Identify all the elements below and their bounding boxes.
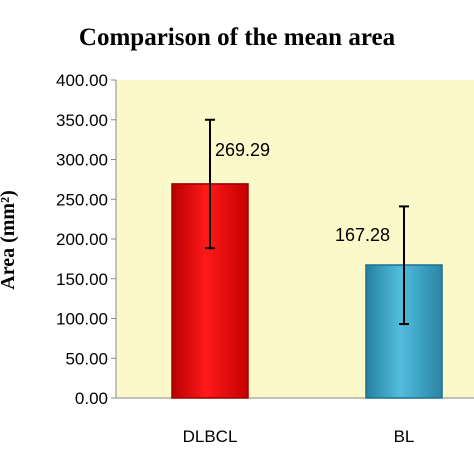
y-tick-label: 50.00 (65, 349, 108, 368)
y-tick-label: 400.00 (56, 71, 108, 90)
y-tick-label: 200.00 (56, 230, 108, 249)
y-tick-label: 250.00 (56, 190, 108, 209)
y-tick-label: 150.00 (56, 270, 108, 289)
x-tick-label: BL (394, 427, 415, 446)
chart-title: Comparison of the mean area (79, 24, 396, 51)
y-tick-label: 0.00 (75, 389, 108, 408)
x-tick-label: DLBCL (183, 427, 238, 446)
y-tick-label: 100.00 (56, 310, 108, 329)
y-tick-label: 350.00 (56, 111, 108, 130)
y-axis-label: Area (mm²) (0, 190, 19, 289)
data-label: 167.28 (335, 225, 390, 245)
data-label: 269.29 (215, 140, 270, 160)
y-tick-label: 300.00 (56, 151, 108, 170)
